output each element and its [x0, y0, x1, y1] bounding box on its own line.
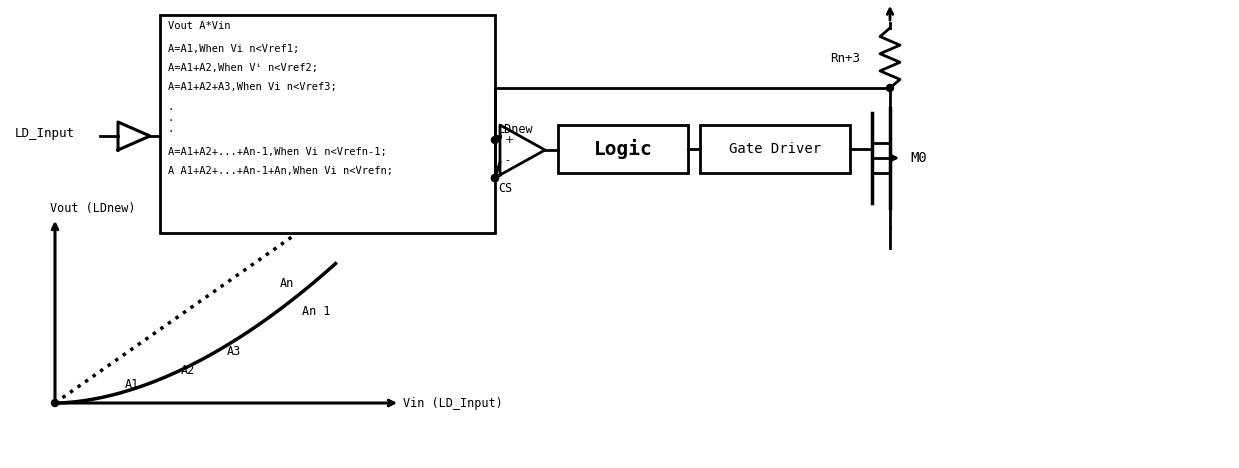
Text: An: An	[280, 278, 294, 291]
Text: LDnew: LDnew	[498, 123, 534, 136]
Text: LD_Input: LD_Input	[15, 126, 76, 139]
Text: -: -	[506, 155, 509, 165]
Circle shape	[886, 85, 893, 92]
Text: Vin (LD_Input): Vin (LD_Input)	[403, 396, 503, 410]
Circle shape	[52, 400, 58, 407]
Circle shape	[492, 175, 498, 182]
Text: Rn+3: Rn+3	[830, 51, 860, 65]
Text: Gate Driver: Gate Driver	[729, 142, 821, 156]
Text: A A1+A2+...+An-1+An,When Vi n<Vrefn;: A A1+A2+...+An-1+An,When Vi n<Vrefn;	[169, 166, 393, 176]
Text: A=A1+A2+...+An-1,When Vi n<Vrefn-1;: A=A1+A2+...+An-1,When Vi n<Vrefn-1;	[169, 147, 387, 157]
Text: An 1: An 1	[302, 305, 331, 318]
Text: .: .	[169, 113, 175, 123]
Text: A3: A3	[227, 345, 240, 358]
Text: Vout A*Vin: Vout A*Vin	[169, 21, 230, 31]
Circle shape	[492, 137, 498, 144]
Text: A=A1+A2,When Vⁱ n<Vref2;: A=A1+A2,When Vⁱ n<Vref2;	[169, 63, 318, 73]
Text: A=A1,When Vi n<Vref1;: A=A1,When Vi n<Vref1;	[169, 44, 300, 54]
Text: .: .	[169, 102, 175, 112]
Text: Vout (LDnew): Vout (LDnew)	[50, 202, 135, 215]
Text: M0: M0	[909, 151, 927, 165]
Text: A=A1+A2+A3,When Vi n<Vref3;: A=A1+A2+A3,When Vi n<Vref3;	[169, 82, 337, 92]
Text: .: .	[169, 124, 175, 134]
Text: Logic: Logic	[593, 139, 653, 159]
Text: +: +	[506, 135, 514, 145]
Bar	[160, 15, 496, 233]
Circle shape	[492, 175, 498, 182]
Text: A1: A1	[124, 378, 139, 391]
Bar	[558, 125, 688, 173]
Text: CS: CS	[498, 182, 512, 195]
Bar	[700, 125, 850, 173]
Text: A2: A2	[181, 364, 195, 377]
